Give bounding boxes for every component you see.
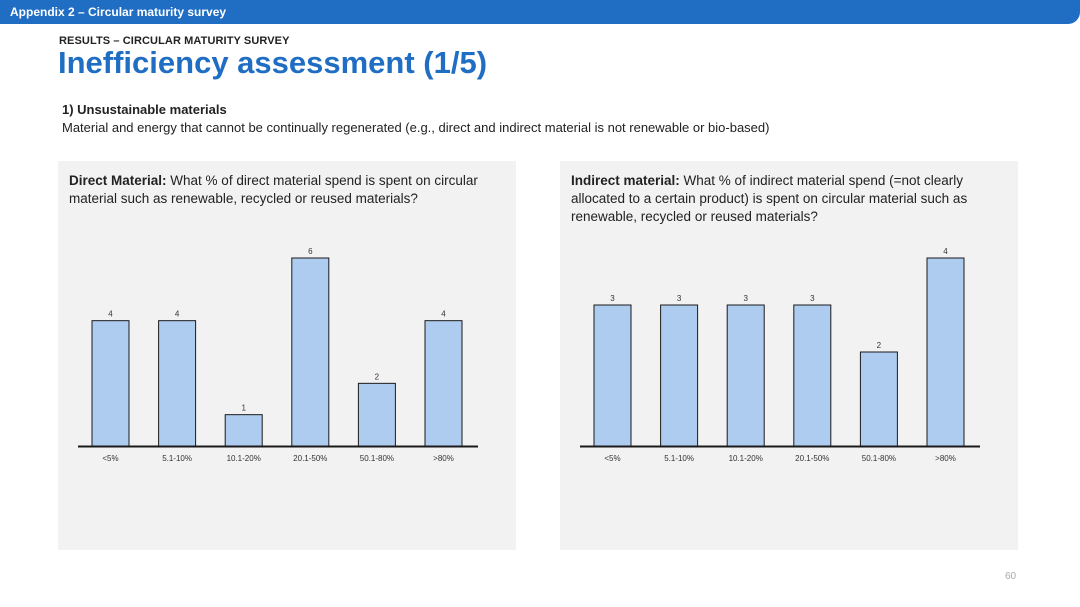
- data-label: 3: [677, 294, 682, 303]
- tick-label: <5%: [102, 454, 118, 463]
- tick-label: <5%: [604, 454, 620, 463]
- indirect-material-question: Indirect material: What % of indirect ma…: [571, 172, 1001, 226]
- bar: [291, 257, 330, 447]
- bar: [91, 320, 130, 447]
- tick-label: >80%: [433, 454, 454, 463]
- data-label: 1: [241, 404, 246, 413]
- tick-label: 10.1-20%: [729, 454, 763, 463]
- tick-label: 50.1-80%: [360, 454, 394, 463]
- data-label: 2: [877, 341, 882, 350]
- tick-label: 5.1-10%: [664, 454, 694, 463]
- tick-label: 20.1-50%: [293, 454, 327, 463]
- page-number: 60: [1005, 571, 1017, 582]
- indirect-material-chart: 3 <5% 3 5.1-10% 3 10.1-20% 3 20.1-50% 2 50.1-80% 4…: [580, 247, 980, 463]
- tick-label: 20.1-50%: [795, 454, 829, 463]
- data-label: 4: [441, 310, 446, 319]
- bar: [660, 304, 699, 447]
- data-label: 3: [743, 294, 748, 303]
- tick-label: 10.1-20%: [227, 454, 261, 463]
- section-description: Material and energy that cannot be conti…: [62, 120, 770, 135]
- direct-material-question: Direct Material: What % of direct materi…: [69, 172, 499, 208]
- tick-label: 5.1-10%: [162, 454, 192, 463]
- bar: [357, 382, 396, 447]
- data-label: 6: [308, 247, 313, 256]
- data-label: 3: [610, 294, 615, 303]
- bar: [424, 320, 463, 447]
- bar: [926, 257, 965, 447]
- indirect-material-panel: Indirect material: What % of indirect ma…: [560, 161, 1018, 550]
- direct-material-chart: 4 <5% 4 5.1-10% 1 10.1-20% 6 20.1-50% 2 50.1-80% 4…: [78, 247, 478, 463]
- bar: [158, 320, 197, 447]
- section-label: Appendix 2 – Circular maturity survey: [10, 5, 227, 19]
- bar: [726, 304, 765, 447]
- bar: [793, 304, 832, 447]
- page-title: Inefficiency assessment (1/5): [58, 45, 488, 80]
- kicker-label: RESULTS – CIRCULAR MATURITY SURVEY: [59, 35, 290, 47]
- data-label: 4: [943, 247, 948, 256]
- data-label: 2: [375, 372, 380, 381]
- question-text: What % of indirect material spend (=not …: [571, 173, 968, 224]
- data-label: 4: [108, 310, 113, 319]
- bar: [224, 414, 263, 447]
- data-label: 4: [175, 310, 180, 319]
- tick-label: >80%: [935, 454, 956, 463]
- top-banner: Appendix 2 – Circular maturity survey: [0, 0, 1080, 24]
- section-title: 1) Unsustainable materials: [62, 102, 227, 117]
- question-bold: Indirect material:: [571, 173, 680, 188]
- question-text: What % of direct material spend is spent…: [69, 173, 478, 206]
- question-bold: Direct Material:: [69, 173, 167, 188]
- tick-label: 50.1-80%: [862, 454, 896, 463]
- bar: [593, 304, 632, 447]
- bar: [859, 351, 898, 447]
- data-label: 3: [810, 294, 815, 303]
- direct-material-panel: Direct Material: What % of direct materi…: [58, 161, 516, 550]
